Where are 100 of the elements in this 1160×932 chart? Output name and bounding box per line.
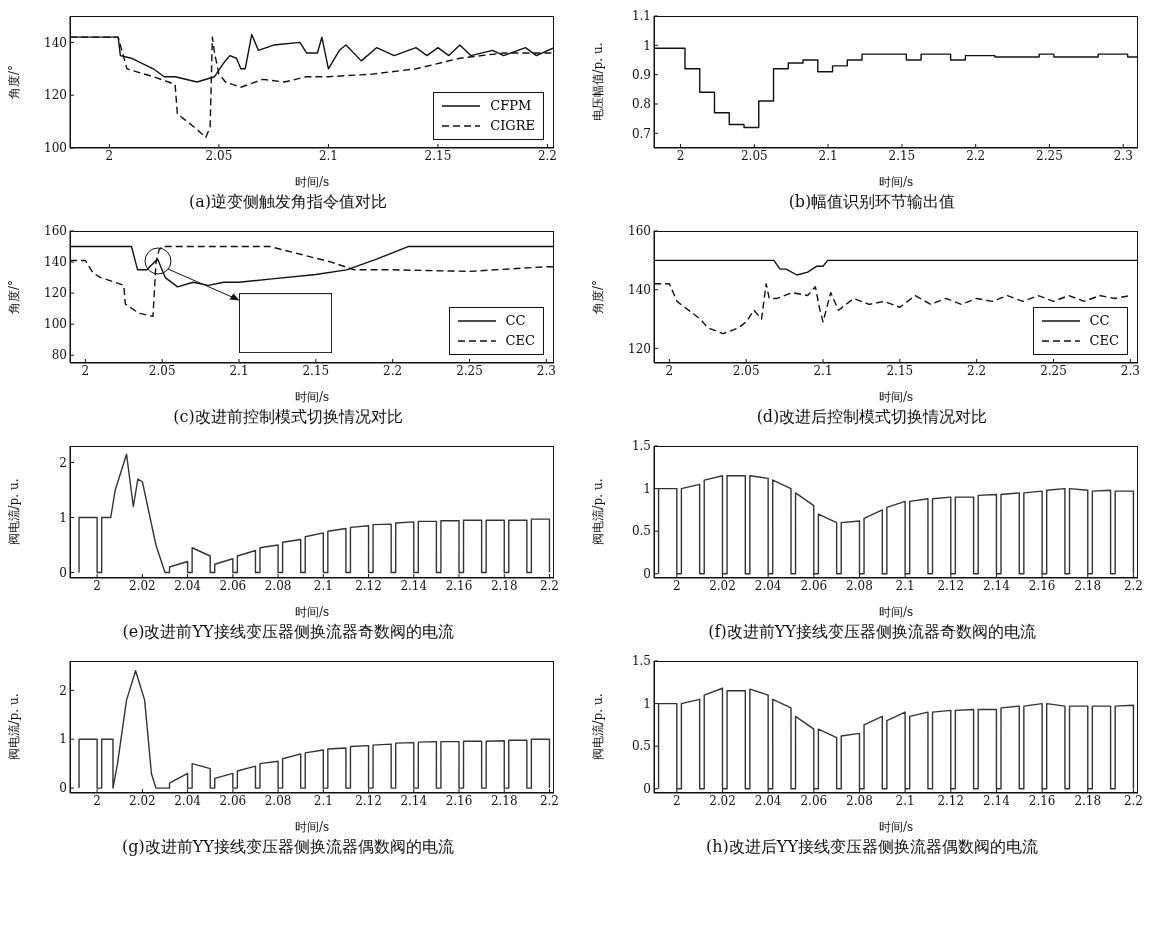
x-tick-label: 2.06 <box>219 793 247 808</box>
x-tick-label: 2 <box>93 793 101 808</box>
y-tick-label: 0 <box>59 781 67 796</box>
x-tick-label: 2.25 <box>1040 363 1067 378</box>
legend-label: CC <box>1089 312 1110 330</box>
text: (b)幅值识别环节输出值 <box>787 192 957 213</box>
line-series <box>657 475 1135 575</box>
x-tick-label: 2.15 <box>888 148 916 163</box>
x-tick-label: 2.2 <box>383 363 403 378</box>
y-tick-label: 2 <box>59 683 67 698</box>
x-tick-label: 2.08 <box>846 793 873 808</box>
legend-label: CFPM <box>490 97 532 115</box>
y-tick-label: 0 <box>59 565 67 580</box>
x-tick-label: 2.2 <box>1123 578 1143 593</box>
x-axis-title: 时间/s <box>878 820 914 834</box>
x-axis-title: 时间/s <box>878 390 914 404</box>
x-tick-label: 2.02 <box>129 793 156 808</box>
x-tick-label: 2.16 <box>1028 793 1056 808</box>
y-axis-title: 阀电流/p. u. <box>7 693 22 761</box>
text: (f)改进前YY接线变压器侧换流器奇数阀的电流 <box>707 622 1037 643</box>
x-tick-label: 2.3 <box>1113 148 1133 163</box>
y-tick-label: 0.9 <box>631 67 651 82</box>
x-tick-label: 2.14 <box>983 578 1011 593</box>
y-tick-label: 120 <box>44 286 67 301</box>
y-tick-label: 0.7 <box>631 126 651 141</box>
x-tick-label: 2.2 <box>966 148 986 163</box>
x-tick-label: 2.06 <box>800 793 828 808</box>
x-tick-label: 2.25 <box>1036 148 1063 163</box>
x-tick-label: 2.15 <box>886 363 914 378</box>
y-tick-label: 0 <box>643 567 651 581</box>
text: (a)逆变侧触发角指令值对比 <box>188 192 388 213</box>
x-tick-label: 2.05 <box>740 148 768 163</box>
x-axis-title: 时间/s <box>878 605 914 619</box>
x-tick-label: 2.14 <box>983 793 1011 808</box>
x-tick-label: 2.06 <box>800 578 828 593</box>
x-tick-label: 2.16 <box>445 793 473 808</box>
y-tick-label: 2 <box>59 455 67 470</box>
y-axis-title: 角度/° <box>7 64 22 100</box>
y-tick-label: 140 <box>628 282 651 297</box>
x-axis-title: 时间/s <box>294 605 330 619</box>
x-tick-label: 2 <box>673 793 681 808</box>
x-tick-label: 2.2 <box>539 793 560 808</box>
legend-label: CC <box>505 312 526 330</box>
y-axis-title: 电压幅值/p. u. <box>591 42 606 122</box>
y-tick-label: 100 <box>44 317 67 332</box>
y-tick-label: 160 <box>628 224 651 239</box>
y-tick-label: 160 <box>44 224 67 239</box>
x-tick-label: 2.05 <box>732 363 760 378</box>
text: (g)改进前YY接线变压器侧换流器偶数阀的电流 <box>121 837 455 858</box>
x-tick-label: 2.3 <box>1120 363 1140 378</box>
x-tick-label: 2.1 <box>813 363 833 378</box>
x-tick-label: 2.16 <box>1028 578 1056 593</box>
y-tick-label: 0.8 <box>631 97 651 112</box>
x-tick-label: 2.1 <box>318 148 338 163</box>
x-tick-label: 2.12 <box>355 793 382 808</box>
y-tick-label: 1.1 <box>631 9 651 24</box>
x-tick-label: 2.12 <box>937 578 965 593</box>
y-tick-label: 1 <box>59 732 67 747</box>
y-tick-label: 0 <box>643 782 651 796</box>
y-tick-label: 1 <box>643 481 651 496</box>
y-axis-title: 阀电流/p. u. <box>591 693 606 761</box>
x-tick-label: 2.18 <box>490 578 518 593</box>
y-tick-label: 0.5 <box>631 739 651 754</box>
x-tick-label: 2.16 <box>445 578 473 593</box>
y-axis-title: 阀电流/p. u. <box>591 478 606 546</box>
x-tick-label: 2.06 <box>219 578 247 593</box>
y-axis-title: 角度/° <box>591 279 606 315</box>
x-tick-label: 2.2 <box>539 578 560 593</box>
x-tick-label: 2.3 <box>536 363 556 378</box>
x-tick-label: 2.1 <box>895 793 915 808</box>
x-tick-label: 2.18 <box>1074 578 1102 593</box>
text: (d)改进后控制模式切换情况对比 <box>755 407 989 428</box>
y-tick-label: 1.5 <box>631 439 651 454</box>
x-tick-label: 2.05 <box>148 363 176 378</box>
x-tick-label: 2.14 <box>400 578 428 593</box>
y-tick-label: 100 <box>44 141 67 156</box>
x-tick-label: 2 <box>81 363 90 378</box>
x-tick-label: 2.04 <box>754 578 782 593</box>
x-tick-label: 2.1 <box>229 363 249 378</box>
y-tick-label: 1 <box>59 510 67 525</box>
line-series <box>657 687 1135 790</box>
y-tick-label: 1 <box>643 696 651 711</box>
legend-label: CIGRE <box>490 117 535 135</box>
y-axis-title: 阀电流/p. u. <box>7 478 22 546</box>
y-tick-label: 80 <box>51 348 67 363</box>
y-tick-label: 140 <box>44 255 67 270</box>
x-tick-label: 2.02 <box>709 793 736 808</box>
text: (e)改进前YY接线变压器侧换流器奇数阀的电流 <box>121 622 455 643</box>
x-tick-label: 2.08 <box>264 578 292 593</box>
x-tick-label: 2.12 <box>937 793 965 808</box>
x-tick-label: 2.08 <box>264 793 292 808</box>
x-axis-title: 时间/s <box>878 175 914 189</box>
x-axis-title: 时间/s <box>294 175 330 189</box>
legend-label: CEC <box>1089 332 1119 350</box>
y-axis-title: 角度/° <box>7 279 22 315</box>
x-tick-label: 2 <box>673 578 681 593</box>
x-tick-label: 2.12 <box>355 578 382 593</box>
x-tick-label: 2 <box>93 578 101 593</box>
x-tick-label: 2.04 <box>174 793 202 808</box>
x-tick-label: 2.04 <box>754 793 782 808</box>
